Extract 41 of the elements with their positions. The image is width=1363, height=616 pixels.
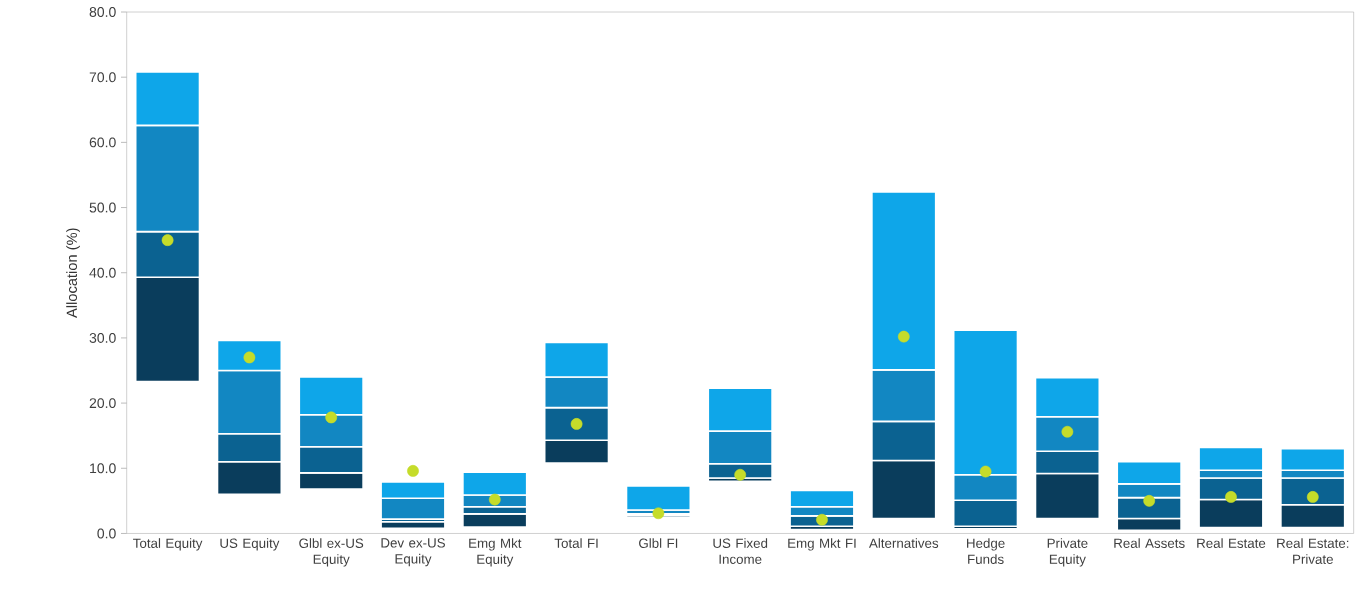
y-tick-label: 0.0 bbox=[97, 528, 116, 539]
x-tick-label: Alternatives bbox=[868, 538, 939, 548]
x-tick-label: US Equity bbox=[220, 538, 280, 551]
point bbox=[652, 507, 665, 520]
point bbox=[488, 493, 501, 506]
point bbox=[243, 351, 256, 364]
point bbox=[816, 513, 828, 526]
y-tick-label: 30.0 bbox=[89, 332, 116, 343]
x-tick-label: Total FI bbox=[554, 538, 598, 548]
x-tick-label: Glbl FI bbox=[639, 538, 678, 548]
y-tick-label: 60.0 bbox=[89, 137, 116, 148]
point bbox=[979, 465, 992, 478]
y-tick-label: 20.0 bbox=[89, 398, 116, 408]
point bbox=[325, 411, 338, 424]
y-tick-label: 80.0 bbox=[89, 6, 116, 17]
x-tick-label: Dev ex-US Equity bbox=[381, 538, 445, 567]
x-tick-label: Emg Mkt Equity bbox=[469, 538, 522, 567]
point bbox=[734, 468, 747, 481]
x-tick-label: Private Equity bbox=[1047, 538, 1088, 567]
x-tick-label: Real Assets bbox=[1114, 538, 1185, 548]
x-tick-label: Real Estate: Private bbox=[1277, 538, 1349, 564]
x-tick-label: Real Estate bbox=[1197, 538, 1266, 548]
x-tick-label: Total Equity bbox=[133, 538, 203, 551]
y-tick-label: 70.0 bbox=[89, 72, 116, 83]
y-tick-label: 10.0 bbox=[90, 463, 116, 474]
point bbox=[161, 234, 174, 246]
point bbox=[570, 418, 583, 430]
y-tick-label: 50.0 bbox=[89, 202, 116, 213]
point bbox=[1143, 494, 1156, 507]
point bbox=[897, 330, 910, 343]
y-tick-label: 40.0 bbox=[89, 267, 116, 278]
point bbox=[1306, 491, 1319, 503]
point bbox=[1061, 425, 1074, 438]
point bbox=[407, 464, 419, 477]
bar bbox=[625, 485, 692, 511]
x-tick-label: Emg Mkt FI bbox=[788, 538, 856, 551]
y-axis-title: Allocation (%) bbox=[66, 228, 80, 318]
x-tick-label: Hedge Funds bbox=[967, 538, 1005, 564]
x-tick-label: Glbl ex-US Equity bbox=[299, 538, 364, 567]
x-tick-label: US Fixed Income bbox=[713, 538, 768, 564]
point bbox=[1225, 491, 1237, 503]
